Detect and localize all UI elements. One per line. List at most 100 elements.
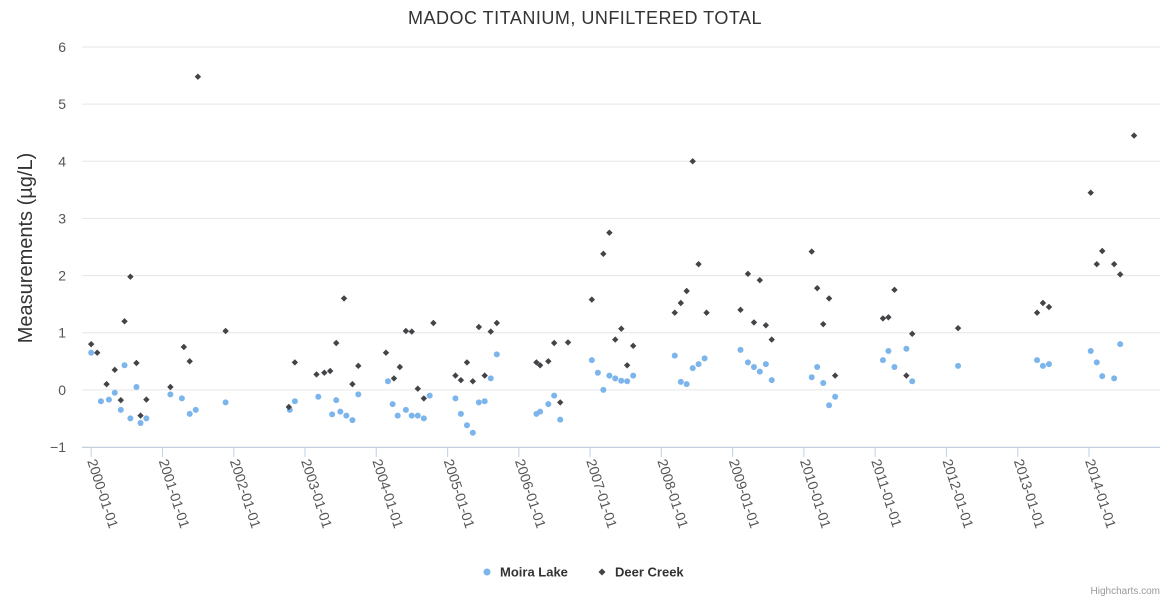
data-point-moira-lake[interactable] — [88, 349, 95, 356]
data-point-deer-creek[interactable] — [1087, 189, 1094, 196]
data-point-deer-creek[interactable] — [333, 339, 340, 347]
data-point-moira-lake[interactable] — [463, 422, 470, 429]
data-point-deer-creek[interactable] — [355, 362, 362, 370]
data-point-deer-creek[interactable] — [750, 319, 758, 326]
data-point-moira-lake[interactable] — [683, 381, 690, 388]
data-point-deer-creek[interactable] — [475, 323, 483, 331]
data-point-moira-lake[interactable] — [111, 389, 118, 396]
data-point-deer-creek[interactable] — [94, 349, 101, 356]
data-point-moira-lake[interactable] — [452, 395, 459, 402]
data-point-deer-creek[interactable] — [737, 306, 744, 314]
data-point-moira-lake[interactable] — [557, 416, 564, 423]
data-point-moira-lake[interactable] — [750, 364, 757, 370]
data-point-deer-creek[interactable] — [1130, 132, 1138, 139]
data-point-deer-creek[interactable] — [762, 322, 770, 329]
legend-item-deer-creek[interactable]: Deer Creek — [598, 565, 685, 580]
data-point-moira-lake[interactable] — [832, 393, 839, 400]
data-point-moira-lake[interactable] — [612, 375, 619, 382]
data-point-moira-lake[interactable] — [186, 410, 193, 417]
data-point-deer-creek[interactable] — [420, 395, 428, 402]
data-point-moira-lake[interactable] — [537, 408, 544, 415]
data-point-moira-lake[interactable] — [1034, 357, 1041, 364]
data-point-deer-creek[interactable] — [1093, 260, 1100, 268]
data-point-deer-creek[interactable] — [825, 295, 833, 302]
data-point-moira-lake[interactable] — [337, 408, 344, 415]
data-point-deer-creek[interactable] — [1039, 299, 1047, 307]
data-point-moira-lake[interactable] — [222, 399, 229, 406]
data-point-moira-lake[interactable] — [420, 415, 427, 422]
data-point-deer-creek[interactable] — [885, 314, 892, 321]
data-point-deer-creek[interactable] — [402, 327, 410, 335]
data-point-deer-creek[interactable] — [909, 330, 916, 338]
data-point-deer-creek[interactable] — [487, 328, 494, 335]
data-point-moira-lake[interactable] — [551, 392, 558, 399]
data-point-deer-creek[interactable] — [121, 318, 128, 325]
data-point-deer-creek[interactable] — [564, 339, 572, 346]
data-point-moira-lake[interactable] — [826, 402, 833, 409]
data-point-moira-lake[interactable] — [624, 378, 631, 385]
data-point-deer-creek[interactable] — [291, 359, 299, 366]
data-point-deer-creek[interactable] — [533, 359, 540, 366]
data-point-deer-creek[interactable] — [820, 320, 827, 328]
data-point-moira-lake[interactable] — [630, 372, 637, 379]
data-point-deer-creek[interactable] — [167, 383, 174, 391]
data-point-moira-lake[interactable] — [414, 412, 421, 419]
data-point-moira-lake[interactable] — [768, 377, 775, 384]
data-point-moira-lake[interactable] — [606, 372, 613, 379]
data-point-moira-lake[interactable] — [1045, 361, 1052, 368]
data-point-deer-creek[interactable] — [414, 385, 421, 392]
data-point-moira-lake[interactable] — [820, 380, 827, 386]
data-point-moira-lake[interactable] — [475, 399, 482, 406]
data-point-deer-creek[interactable] — [180, 343, 188, 351]
data-point-moira-lake[interactable] — [955, 362, 962, 369]
data-point-deer-creek[interactable] — [536, 362, 544, 369]
data-point-moira-lake[interactable] — [291, 398, 298, 405]
data-point-deer-creek[interactable] — [390, 375, 398, 382]
data-point-moira-lake[interactable] — [903, 345, 910, 352]
data-point-moira-lake[interactable] — [384, 378, 391, 385]
data-point-deer-creek[interactable] — [671, 309, 678, 316]
data-point-moira-lake[interactable] — [457, 410, 464, 417]
data-point-moira-lake[interactable] — [1039, 362, 1046, 369]
data-point-deer-creek[interactable] — [703, 309, 710, 316]
data-point-deer-creek[interactable] — [557, 399, 564, 406]
credits-link[interactable]: Highcharts.com — [1091, 586, 1160, 597]
data-point-moira-lake[interactable] — [408, 412, 415, 419]
data-point-deer-creek[interactable] — [903, 372, 910, 379]
data-point-moira-lake[interactable] — [808, 374, 815, 381]
data-point-moira-lake[interactable] — [329, 411, 336, 418]
data-point-moira-lake[interactable] — [426, 392, 433, 399]
data-point-deer-creek[interactable] — [689, 158, 696, 165]
data-point-deer-creek[interactable] — [1033, 309, 1041, 316]
data-point-deer-creek[interactable] — [1099, 247, 1106, 255]
data-point-moira-lake[interactable] — [117, 406, 124, 413]
data-point-deer-creek[interactable] — [744, 270, 752, 278]
data-point-moira-lake[interactable] — [701, 355, 708, 362]
data-point-deer-creek[interactable] — [87, 340, 95, 348]
data-point-deer-creek[interactable] — [430, 319, 437, 327]
data-point-moira-lake[interactable] — [756, 368, 763, 375]
data-point-moira-lake[interactable] — [402, 406, 409, 413]
data-point-deer-creek[interactable] — [103, 380, 110, 388]
data-point-moira-lake[interactable] — [1093, 359, 1100, 366]
data-point-moira-lake[interactable] — [1111, 375, 1118, 382]
data-point-moira-lake[interactable] — [1117, 341, 1124, 348]
data-point-moira-lake[interactable] — [879, 357, 886, 364]
data-point-deer-creek[interactable] — [469, 378, 477, 385]
data-point-deer-creek[interactable] — [493, 319, 501, 327]
data-point-moira-lake[interactable] — [891, 364, 898, 370]
data-point-moira-lake[interactable] — [143, 415, 150, 422]
data-point-deer-creek[interactable] — [618, 325, 625, 332]
data-point-deer-creek[interactable] — [588, 296, 596, 303]
data-point-deer-creek[interactable] — [326, 367, 334, 375]
data-point-deer-creek[interactable] — [137, 412, 144, 419]
data-point-deer-creek[interactable] — [111, 366, 118, 374]
data-point-deer-creek[interactable] — [194, 73, 202, 80]
data-point-moira-lake[interactable] — [744, 359, 751, 366]
data-point-deer-creek[interactable] — [222, 327, 229, 335]
data-point-deer-creek[interactable] — [382, 349, 390, 356]
data-point-deer-creek[interactable] — [545, 358, 552, 365]
data-point-deer-creek[interactable] — [408, 328, 415, 335]
data-point-moira-lake[interactable] — [133, 384, 140, 390]
legend[interactable]: Moira Lake Deer Creek — [483, 565, 685, 580]
